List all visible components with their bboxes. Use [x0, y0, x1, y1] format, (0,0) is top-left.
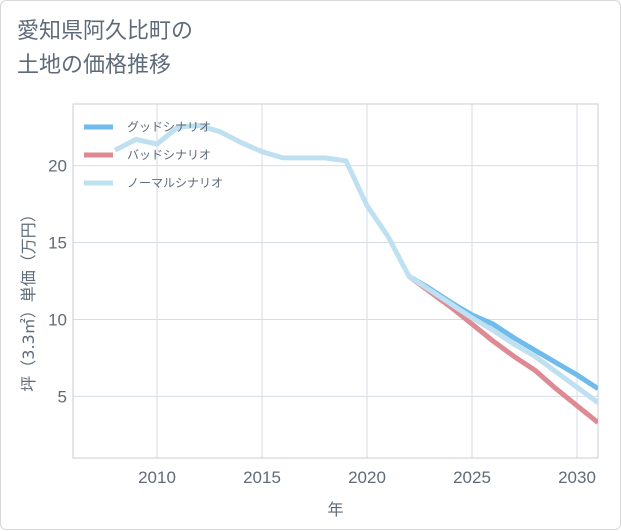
y-tick-label: 5 [58, 387, 67, 406]
legend-label-0: グッドシナリオ [127, 120, 211, 134]
series-lines [113, 123, 598, 425]
x-tick-label: 2030 [558, 468, 596, 487]
series-line-2 [113, 123, 598, 405]
chart-title-line-1: 愛知県阿久比町の [17, 19, 194, 44]
plot-area-border [72, 103, 599, 459]
x-tick-label: 2020 [348, 468, 386, 487]
chart-title: 愛知県阿久比町の 土地の価格推移 [17, 15, 193, 83]
grid [73, 104, 598, 458]
x-tick-label: 2025 [453, 468, 491, 487]
chart-title-line-2: 土地の価格推移 [17, 53, 172, 79]
y-tick-label: 20 [48, 157, 67, 176]
tick-labels: 2010 2015 2020 2025 2030 5 10 15 20 [48, 157, 596, 487]
x-axis-label: 年 [327, 500, 343, 519]
y-tick-label: 10 [48, 310, 67, 329]
series-line-1 [407, 274, 598, 425]
x-tick-label: 2010 [138, 468, 176, 487]
y-axis-label: 坪（3.3㎡）単価（万円） [19, 206, 38, 391]
legend-label-2: ノーマルシナリオ [127, 176, 223, 190]
legend-label-1: バッドシナリオ [127, 148, 211, 162]
y-tick-label: 15 [48, 234, 67, 253]
x-tick-label: 2015 [243, 468, 281, 487]
